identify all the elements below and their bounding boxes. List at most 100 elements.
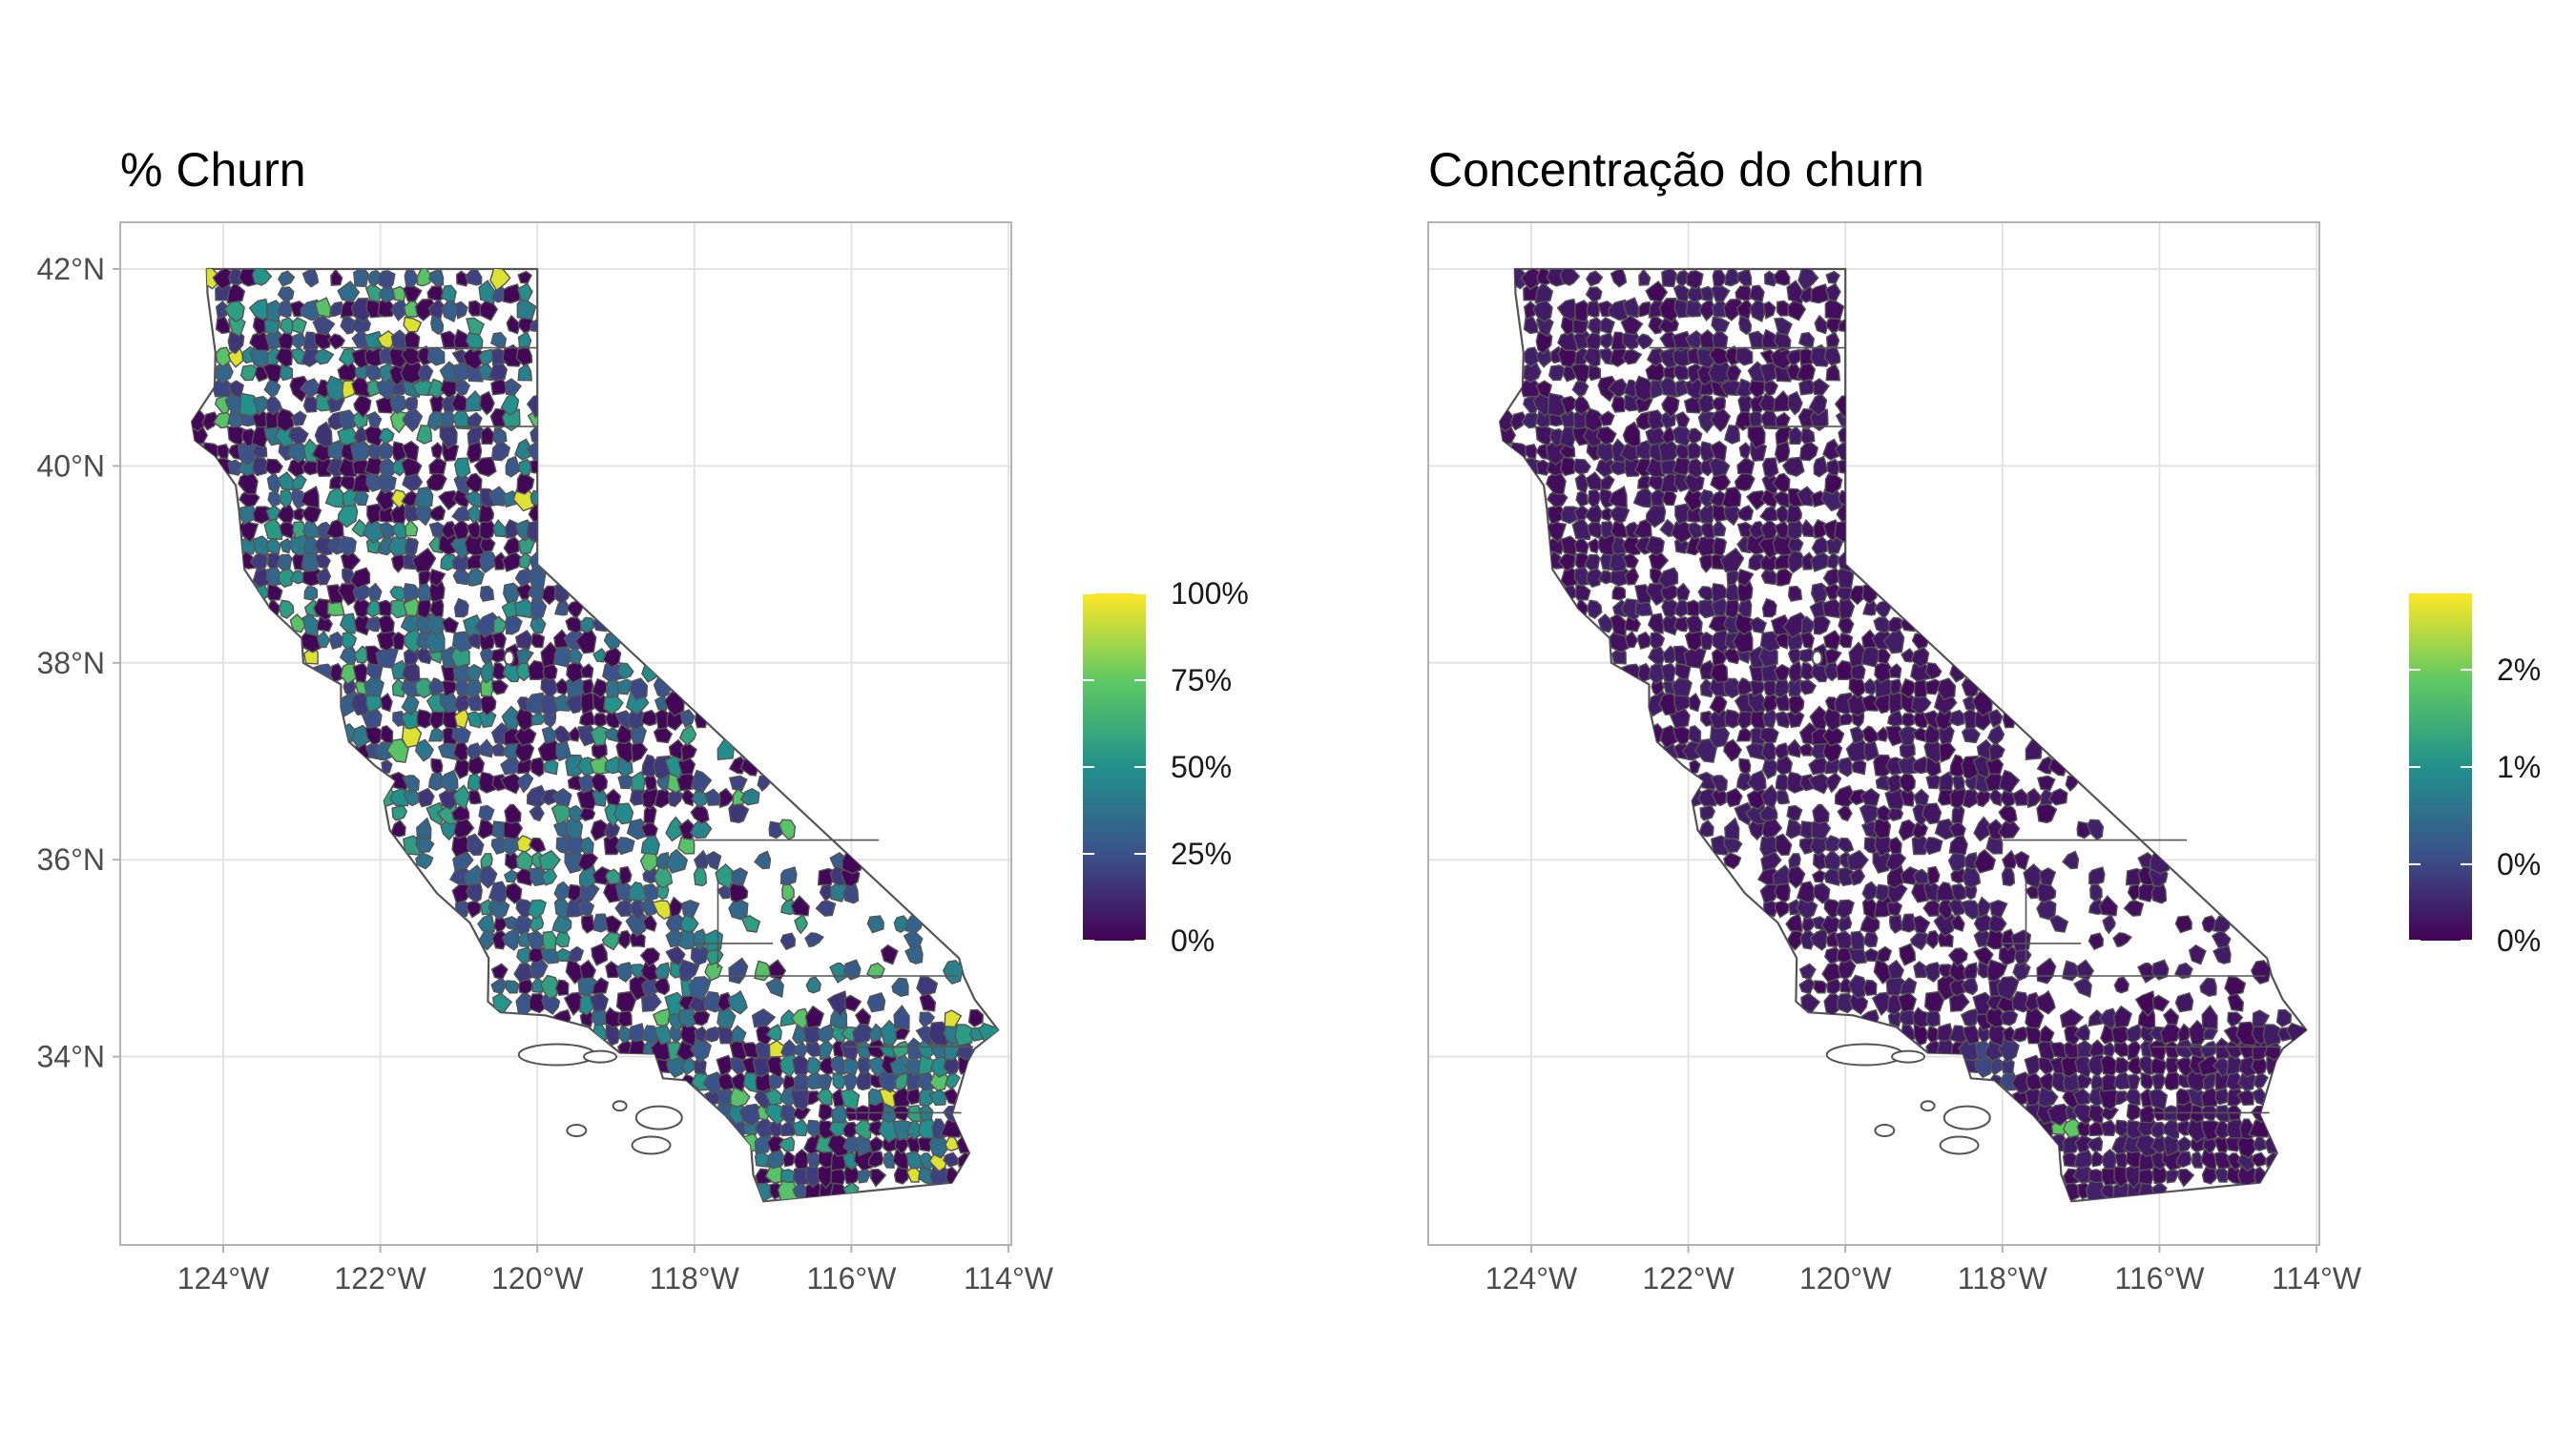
island	[583, 1049, 618, 1064]
zip-region	[754, 850, 772, 870]
zip-region	[1973, 816, 1992, 842]
zip-region	[478, 771, 498, 794]
zip-region	[1574, 583, 1591, 601]
zip-region	[401, 440, 420, 463]
zip-region	[869, 1168, 887, 1188]
zip-region	[428, 269, 445, 287]
zip-region	[1824, 282, 1841, 302]
zip-region	[438, 769, 459, 794]
zip-region	[1825, 331, 1840, 348]
zip-region	[1800, 551, 1815, 570]
zip-region	[2099, 1119, 2117, 1137]
zip-region	[440, 520, 458, 540]
zip-region	[479, 899, 493, 916]
zip-region	[290, 487, 306, 509]
zip-region	[251, 269, 273, 286]
x-tick-label: 118°W	[1958, 1261, 2048, 1296]
zip-region	[467, 833, 485, 857]
zip-region	[1598, 487, 1614, 509]
zip-region	[1745, 489, 1767, 511]
zip-region	[1807, 773, 1832, 795]
zip-region	[1888, 836, 1902, 855]
zip-region	[289, 613, 307, 633]
zip-region	[2175, 1088, 2192, 1107]
zip-region	[2114, 1119, 2130, 1139]
zip-region	[504, 378, 522, 396]
zip-region	[690, 804, 710, 825]
zip-region	[778, 1135, 796, 1152]
zip-region	[668, 738, 685, 761]
zip-region	[2024, 1054, 2043, 1077]
zip-region	[2086, 1135, 2104, 1152]
zip-region	[391, 631, 407, 651]
zip-region	[615, 962, 634, 983]
zip-region	[2124, 1086, 2141, 1106]
zip-region	[2252, 1009, 2271, 1028]
zip-region	[1948, 709, 1965, 727]
zip-region	[379, 458, 397, 480]
zip-region	[289, 375, 309, 403]
zip-region	[679, 709, 696, 729]
legend-label: 100%	[1171, 576, 1249, 611]
zip-region	[1821, 598, 1842, 619]
zip-region	[1759, 631, 1782, 653]
zip-region	[1713, 519, 1727, 537]
zip-region	[815, 900, 837, 917]
zip-region	[488, 486, 508, 507]
zip-region	[1686, 599, 1703, 617]
zip-region	[883, 1151, 895, 1169]
zip-region	[590, 772, 609, 795]
zip-region	[504, 803, 522, 824]
zip-region	[279, 317, 296, 335]
zip-region	[467, 568, 486, 587]
zip-region	[1898, 772, 1917, 795]
legend-label: 1%	[2497, 750, 2541, 784]
zip-region	[491, 427, 508, 445]
zip-region	[568, 945, 585, 964]
zip-region	[2038, 1070, 2056, 1093]
zip-region	[1535, 380, 1553, 400]
zip-region	[501, 408, 521, 432]
x-tick-label: 120°W	[1799, 1261, 1892, 1296]
zip-region	[730, 1070, 748, 1093]
zip-region	[817, 1023, 835, 1044]
zip-region	[2125, 1023, 2143, 1044]
zip-region	[277, 471, 297, 491]
zip-region	[514, 630, 534, 651]
zip-region	[1560, 535, 1579, 557]
zip-region	[805, 976, 821, 994]
zip-region	[2047, 788, 2068, 806]
zip-region	[1923, 962, 1942, 983]
zip-region	[2114, 1057, 2130, 1075]
zip-region	[1786, 348, 1804, 366]
zip-region	[427, 726, 445, 742]
zip-region	[2087, 819, 2105, 840]
zip-region	[313, 663, 334, 683]
zip-region	[415, 852, 434, 870]
zip-region	[640, 709, 657, 727]
zip-region	[751, 1007, 777, 1028]
zip-region	[1584, 553, 1601, 571]
zip-region	[2148, 1088, 2169, 1110]
zip-region	[403, 316, 423, 333]
zip-region	[1509, 411, 1527, 431]
zip-region	[1810, 283, 1829, 304]
zip-region	[2090, 1150, 2107, 1168]
zip-region	[466, 742, 482, 761]
zip-region	[1824, 835, 1842, 853]
zip-region	[1622, 421, 1641, 447]
zip-region	[1597, 375, 1617, 403]
zip-region	[943, 1151, 959, 1168]
island	[566, 1124, 588, 1137]
zip-region	[2177, 1168, 2195, 1188]
zip-region	[1834, 520, 1856, 543]
zip-region	[2127, 1073, 2141, 1091]
zip-region	[604, 1006, 623, 1028]
zip-region	[2262, 1024, 2283, 1047]
zip-region	[579, 959, 597, 980]
zip-region	[440, 284, 457, 302]
zip-region	[515, 662, 532, 682]
zip-region	[2151, 994, 2171, 1012]
zip-region	[1638, 269, 1652, 286]
